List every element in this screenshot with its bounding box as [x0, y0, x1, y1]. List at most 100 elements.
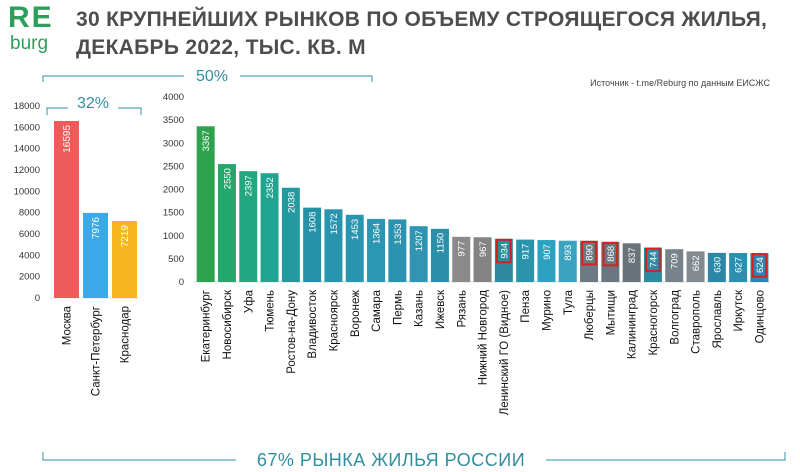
y-tick-label: 2000 [163, 185, 184, 196]
bar-value-label: 1364 [371, 223, 382, 244]
bar [686, 251, 705, 282]
bar-value-label: 1207 [414, 230, 425, 251]
y-tick-label: 2500 [163, 161, 184, 172]
highlight-frame [645, 247, 661, 273]
mid-share-label: 50% [196, 68, 228, 85]
bar [665, 249, 684, 282]
bar-value-label: 2550 [222, 168, 233, 189]
x-category-label: Ижевск [435, 289, 447, 329]
bar [516, 239, 535, 282]
bar-value-label: 907 [542, 244, 553, 260]
bar [558, 240, 577, 282]
bar-value-label: 1150 [435, 233, 446, 253]
bar-value-label: 868 [606, 246, 617, 262]
bottom-share-label: 67% РЫНКА ЖИЛЬЯ РОССИИ [257, 450, 525, 470]
bar [83, 212, 108, 298]
brand-logo-re: RE [8, 1, 54, 34]
y-tick-label: 0 [35, 293, 40, 304]
bar [473, 237, 492, 282]
bar-value-label: 977 [457, 241, 468, 257]
x-category-label: Мурино [541, 290, 553, 331]
bar [54, 120, 79, 298]
x-category-label: Пермь [392, 290, 404, 325]
bar [643, 247, 662, 282]
y-tick-label: 0 [179, 277, 184, 288]
bar-value-label: 16595 [62, 125, 73, 153]
x-category-label: Новосибирск [222, 289, 234, 359]
x-category-label: Мытищи [605, 290, 617, 335]
bar-value-label: 7976 [91, 216, 102, 239]
bar [112, 220, 137, 298]
y-tick-label: 3500 [163, 115, 184, 126]
y-tick-label: 12000 [14, 165, 40, 176]
mid-share-mask [184, 64, 240, 86]
bottom-share-mask [236, 446, 546, 470]
bar [409, 226, 428, 282]
bar [729, 253, 748, 282]
x-category-label: Уфа [243, 289, 255, 313]
x-category-label: Воронеж [350, 290, 362, 337]
bar-value-label: 662 [691, 255, 702, 271]
x-category-label: Волгоград [669, 290, 681, 345]
bar [537, 240, 556, 282]
y-tick-label: 1500 [163, 208, 184, 219]
bar-value-label: 1608 [308, 212, 319, 233]
source-note: Источник - t.me/Reburg по данным ЕИСЖС [590, 78, 770, 88]
bar-value-label: 1353 [393, 223, 404, 244]
x-category-label: Ленинский ГО (Видное) [499, 290, 511, 415]
left-share-mask [68, 92, 118, 114]
bar [430, 228, 449, 282]
bar [303, 207, 322, 282]
x-category-label: Одинцово [754, 290, 766, 343]
x-category-label: Казань [414, 290, 426, 327]
chart-title-line2: ДЕКАБРЬ 2022, ТЫС. КВ. М [76, 36, 366, 59]
x-category-label: Москва [62, 305, 74, 345]
x-category-label: Калининград [627, 290, 639, 359]
bar-value-label: 1453 [350, 219, 361, 240]
bar [580, 240, 599, 282]
y-tick-label: 1000 [163, 231, 184, 242]
bar-value-label: 630 [712, 257, 723, 273]
highlight-frame [602, 241, 619, 267]
y-tick-label: 14000 [14, 144, 40, 155]
bar [388, 219, 407, 282]
bar-value-label: 967 [478, 241, 489, 257]
x-category-label: Ярославль [712, 290, 724, 349]
y-tick-label: 500 [168, 254, 184, 265]
bar-value-label: 837 [627, 247, 638, 263]
bar-value-label: 709 [670, 253, 681, 269]
bar-value-label: 7219 [120, 225, 131, 248]
bar [750, 253, 769, 282]
y-tick-label: 8000 [19, 208, 40, 219]
bar [196, 126, 215, 283]
left-share-label: 32% [77, 95, 109, 112]
x-category-label: Тула [563, 289, 575, 315]
x-category-label: Ставрополь [691, 290, 703, 354]
y-tick-label: 6000 [19, 229, 40, 240]
x-category-label: Пенза [520, 289, 532, 322]
y-tick-label: 4000 [163, 92, 184, 103]
bar-value-label: 1572 [329, 213, 340, 234]
brand-logo-burg: burg [10, 33, 49, 54]
x-category-label: Санкт-Петербург [91, 306, 103, 396]
bar [707, 252, 726, 282]
bar-value-label: 3367 [201, 130, 212, 151]
y-tick-label: 3000 [163, 138, 184, 149]
bar-value-label: 2038 [286, 192, 297, 213]
x-category-label: Ростов-на-Дону [286, 290, 298, 374]
highlight-frame [581, 240, 597, 266]
bar [601, 241, 620, 282]
bar-value-label: 890 [584, 245, 595, 261]
bar-value-label: 2352 [265, 177, 276, 198]
bar [217, 164, 236, 282]
bar-value-label: 917 [521, 244, 532, 260]
bar [494, 238, 513, 282]
bar-value-label: 934 [499, 243, 510, 259]
bar-value-label: 627 [734, 257, 745, 273]
x-category-label: Самара [371, 289, 383, 332]
y-tick-label: 16000 [14, 122, 40, 133]
x-category-label: Красногорск [648, 289, 660, 355]
highlight-frame [496, 238, 512, 264]
chart-title-line1: 30 КРУПНЕЙШИХ РЫНКОВ ПО ОБЪЕМУ СТРОЯЩЕГО… [76, 8, 768, 31]
